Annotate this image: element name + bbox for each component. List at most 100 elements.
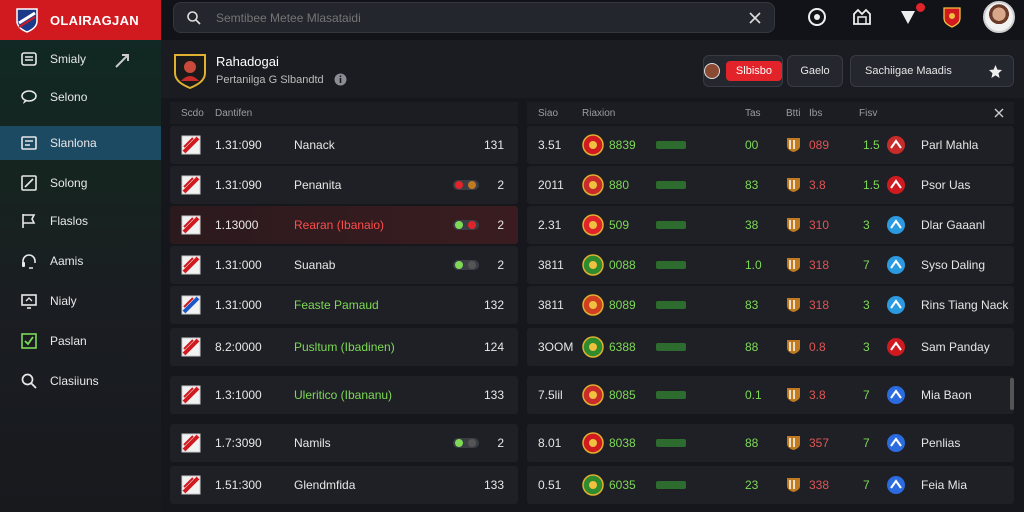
column-header: Tas [745, 108, 761, 119]
player-team-icon [887, 386, 905, 404]
team-name: Pusltum (Ibadinen) [294, 340, 395, 354]
stat-fisv: 3 [863, 298, 870, 312]
edit-icon [21, 175, 37, 191]
score: 7.5lil [538, 388, 563, 402]
table-row[interactable]: 1.31:000 Feaste Pamaud 132 [170, 286, 518, 324]
status-toggle[interactable] [453, 260, 479, 270]
sidebar-item-solong[interactable]: Solong [0, 166, 161, 200]
close-icon[interactable] [748, 11, 762, 25]
table-row[interactable]: 3811 8089 83 318 3 Rins Tiang Nack [527, 286, 1014, 324]
stat-tas: 23 [745, 478, 759, 492]
table-row[interactable]: 3.51 8839 00 089 1.5 Parl Mahla [527, 126, 1014, 164]
status-toggle[interactable] [453, 220, 479, 230]
odds-value: 8839 [609, 138, 636, 152]
country-flag-icon [787, 218, 800, 232]
live-button[interactable]: Slbisbo [703, 55, 783, 87]
match-time: 1.31:090 [215, 138, 262, 152]
table-row[interactable]: 8.01 8038 88 357 7 Penlias [527, 424, 1014, 462]
table-row[interactable]: 2011 880 83 3.8 1.5 Psor Uas [527, 166, 1014, 204]
sidebar-item-paslan[interactable]: Paslan [0, 324, 161, 358]
top-bar [161, 0, 1024, 40]
sidebar-item-aamis[interactable]: Aamis [0, 244, 161, 278]
table-header: Scdo Dantifen [170, 102, 518, 124]
star-icon[interactable] [988, 64, 1003, 79]
stat-fisv: 1.5 [863, 178, 880, 192]
search-input[interactable] [216, 10, 746, 25]
table-row[interactable]: 1.7:3090 Namils 2 [170, 424, 518, 462]
table-row[interactable]: 1.51:300 Glendmfida 133 [170, 466, 518, 504]
odds-value: 8038 [609, 436, 636, 450]
odds-value: 6035 [609, 478, 636, 492]
brand-name: OLAIRAGJAN [50, 12, 139, 28]
table-row[interactable]: 1.31:090 Penanita 2 [170, 166, 518, 204]
close-icon[interactable] [994, 108, 1004, 118]
avatar[interactable] [983, 1, 1015, 33]
table-row[interactable]: 8.2:0000 Pusltum (Ibadinen) 124 [170, 328, 518, 366]
odds-value: 8085 [609, 388, 636, 402]
table-row[interactable]: 3811 0088 1.0 318 7 Syso Daling [527, 246, 1014, 284]
odds-value: 509 [609, 218, 630, 232]
stat-fisv: 3 [863, 218, 870, 232]
odds-bar [656, 301, 686, 309]
club-subtitle: Pertanilga G Slbandtd [216, 74, 324, 86]
country-flag-icon [787, 138, 800, 152]
table-row[interactable]: 1.31:090 Nanack 131 [170, 126, 518, 164]
table-row[interactable]: 3OOM 6388 88 0.8 3 Sam Panday [527, 328, 1014, 366]
stat-tas: 1.0 [745, 258, 762, 272]
cards-icon [21, 136, 37, 150]
stadium-icon[interactable] [851, 6, 873, 28]
expand-icon[interactable] [113, 52, 131, 70]
match-time: 1.51:300 [215, 478, 262, 492]
table-row[interactable]: 0.51 6035 23 338 7 Feia Mia [527, 466, 1014, 504]
status-toggle[interactable] [453, 438, 479, 448]
sidebar-item-clasiiuns[interactable]: Clasiiuns [0, 364, 161, 398]
score: 3.51 [538, 138, 562, 152]
stat-ibs: 318 [809, 298, 830, 312]
score: 0.51 [538, 478, 562, 492]
player-name: Psor Uas [921, 178, 971, 192]
brand-logo-icon [16, 8, 38, 33]
stat-tas: 88 [745, 340, 759, 354]
table-row[interactable]: 1.31:000 Suanab 2 [170, 246, 518, 284]
stat-ibs: 0.8 [809, 340, 826, 354]
sidebar-item-slanlona[interactable]: Slanlona [0, 126, 161, 160]
player-team-icon [887, 476, 905, 494]
games-button[interactable]: Gaelo [787, 55, 843, 87]
player-team-icon [887, 296, 905, 314]
odds-value: 0088 [609, 258, 636, 272]
odds-bar [656, 181, 686, 189]
matches-button[interactable]: Sachiigae Maadis [850, 55, 1014, 87]
sidebar-item-flaslos[interactable]: Flaslos [0, 204, 161, 238]
team-crest-icon[interactable] [941, 6, 963, 28]
country-flag-icon [787, 388, 800, 402]
stat-fisv: 7 [863, 478, 870, 492]
scrollbar[interactable] [1010, 378, 1014, 410]
odds-bar [656, 343, 686, 351]
sidebar-item-selono[interactable]: Selono [0, 80, 161, 114]
row-value: 133 [483, 388, 504, 402]
odds-bar [656, 141, 686, 149]
player-team-icon [887, 256, 905, 274]
search-box[interactable] [173, 2, 775, 33]
team-flag-icon [181, 337, 201, 357]
mini-avatar [704, 63, 720, 79]
stat-fisv: 1.5 [863, 138, 880, 152]
table-row[interactable]: 1.13000 Rearan (Ibanaio) 2 [170, 206, 518, 244]
stat-ibs: 3.8 [809, 388, 826, 402]
table-row[interactable]: 1.3:1000 Uleritico (Ibananu) 133 [170, 376, 518, 414]
chat-icon [21, 90, 37, 104]
stat-ibs: 357 [809, 436, 830, 450]
team-name: Rearan (Ibanaio) [294, 218, 385, 232]
sidebar-item-smialy[interactable]: Smialy [0, 42, 161, 76]
soccer-ball-icon[interactable] [806, 6, 828, 28]
column-header: Siao [538, 108, 559, 119]
info-icon[interactable] [334, 73, 347, 86]
sidebar-item-nialy[interactable]: Nialy [0, 284, 161, 318]
player-name: Penlias [921, 436, 961, 450]
sidebar: OLAIRAGJAN Smialy Selono Slanlona Solong… [0, 0, 161, 512]
brand-bar[interactable]: OLAIRAGJAN [0, 0, 161, 40]
table-row[interactable]: 7.5lil 8085 0.1 3.8 7 Mia Baon [527, 376, 1014, 414]
table-row[interactable]: 2.31 509 38 310 3 Dlar Gaaanl [527, 206, 1014, 244]
notification-icon[interactable] [897, 6, 919, 28]
status-toggle[interactable] [453, 180, 479, 190]
